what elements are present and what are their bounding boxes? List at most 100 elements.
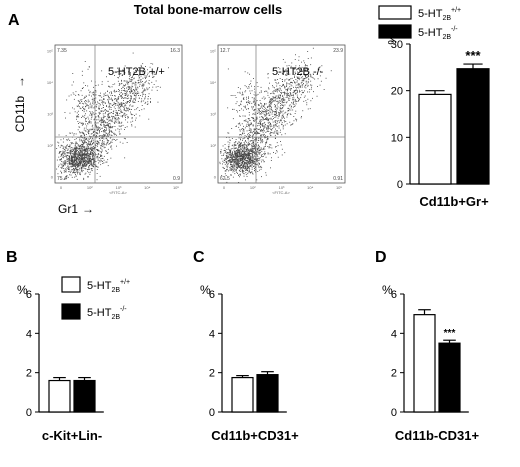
flow-event-dot <box>278 74 279 75</box>
flow-event-dot <box>60 139 62 141</box>
flow-event-dot <box>92 154 94 156</box>
flow-event-dot <box>277 134 279 135</box>
flow-event-dot <box>253 140 255 141</box>
flow-event-dot <box>148 80 150 81</box>
flow-event-dot <box>248 171 250 173</box>
flow-event-dot <box>259 153 261 155</box>
flow-event-dot <box>295 89 297 91</box>
flow-event-dot <box>240 168 242 170</box>
flow-event-dot <box>254 119 256 121</box>
flow-event-dot <box>277 131 279 133</box>
flow-event-dot <box>88 107 89 109</box>
flow-event-dot <box>95 94 97 96</box>
flow-event-dot <box>259 132 261 134</box>
flow-event-dot <box>242 91 243 93</box>
flow-event-dot <box>92 153 94 155</box>
flow-event-dot <box>244 152 246 154</box>
flow-event-dot <box>280 129 281 131</box>
flow-event-dot <box>71 165 73 167</box>
flow-event-dot <box>88 141 89 143</box>
flow-event-dot <box>64 160 66 162</box>
flow-event-dot <box>246 157 248 159</box>
flow-event-dot <box>242 147 244 149</box>
flow-event-dot <box>269 106 271 108</box>
flow-event-dot <box>86 138 87 139</box>
flow-event-dot <box>135 71 137 73</box>
flow-event-dot <box>65 146 67 148</box>
flow-event-dot <box>274 96 276 98</box>
flow-event-dot <box>235 154 237 156</box>
flow-event-dot <box>301 70 303 72</box>
flow-event-dot <box>243 157 244 159</box>
flow-event-dot <box>68 166 70 168</box>
flow-event-dot <box>114 133 116 135</box>
flow-event-dot <box>93 131 95 132</box>
flow-event-dot <box>265 113 267 114</box>
flow-event-dot <box>228 170 229 172</box>
flow-event-dot <box>60 144 62 146</box>
flow-event-dot <box>249 124 251 125</box>
flow-event-dot <box>295 90 296 92</box>
flow-event-dot <box>253 145 254 147</box>
flow-event-dot <box>293 104 295 105</box>
flow-event-dot <box>265 90 267 92</box>
flow-event-dot <box>238 155 239 157</box>
flow-event-dot <box>239 154 241 156</box>
flow-event-dot <box>247 137 249 139</box>
flow-event-dot <box>256 94 258 96</box>
flow-event-dot <box>270 131 271 133</box>
flow-event-dot <box>261 110 263 112</box>
flow-event-dot <box>242 154 244 156</box>
flow-event-dot <box>242 157 244 159</box>
flow-event-dot <box>240 104 242 106</box>
flow-event-dot <box>280 91 282 93</box>
flow-event-dot <box>66 139 68 141</box>
flow-event-dot <box>122 111 124 113</box>
flow-event-dot <box>296 89 298 91</box>
flow-event-dot <box>330 70 332 72</box>
flow-event-dot <box>267 77 269 79</box>
flow-event-dot <box>107 152 109 154</box>
flow-event-dot <box>253 166 254 167</box>
flow-event-dot <box>89 135 91 137</box>
flow-event-dot <box>112 113 114 114</box>
flow-event-dot <box>296 120 297 122</box>
flow-event-dot <box>92 135 94 137</box>
flow-event-dot <box>257 151 259 153</box>
flow-event-dot <box>251 153 253 155</box>
flow-event-dot <box>139 77 141 79</box>
flow-event-dot <box>96 149 98 150</box>
flow-event-dot <box>129 86 130 88</box>
flow-event-dot <box>239 124 241 126</box>
flow-event-dot <box>300 73 302 75</box>
flow-event-dot <box>79 173 81 175</box>
flow-event-dot <box>307 80 309 82</box>
flow-event-dot <box>225 159 227 161</box>
flow-event-dot <box>257 104 259 105</box>
flow-event-dot <box>86 155 88 157</box>
flow-event-dot <box>80 145 82 147</box>
flow-event-dot <box>281 134 283 136</box>
flow-event-dot <box>155 86 157 88</box>
flow-event-dot <box>249 158 251 159</box>
flow-event-dot <box>78 159 80 161</box>
flow-event-dot <box>91 147 93 149</box>
flow-event-dot <box>108 143 110 145</box>
flow-event-dot <box>251 123 252 125</box>
flow-event-dot <box>225 165 227 167</box>
flow-event-dot <box>244 71 246 73</box>
flow-event-dot <box>92 143 93 145</box>
flow-event-dot <box>70 152 72 154</box>
flow-event-dot <box>115 140 117 141</box>
flow-event-dot <box>298 98 300 100</box>
flow-event-dot <box>95 116 97 118</box>
flow-event-dot <box>279 78 281 79</box>
flow-event-dot <box>289 94 291 96</box>
flow-event-dot <box>254 163 256 165</box>
flow-event-dot <box>127 101 128 103</box>
flow-event-dot <box>307 82 309 84</box>
flow-event-dot <box>250 131 251 133</box>
flow-event-dot <box>80 152 82 153</box>
flow-event-dot <box>269 144 271 145</box>
